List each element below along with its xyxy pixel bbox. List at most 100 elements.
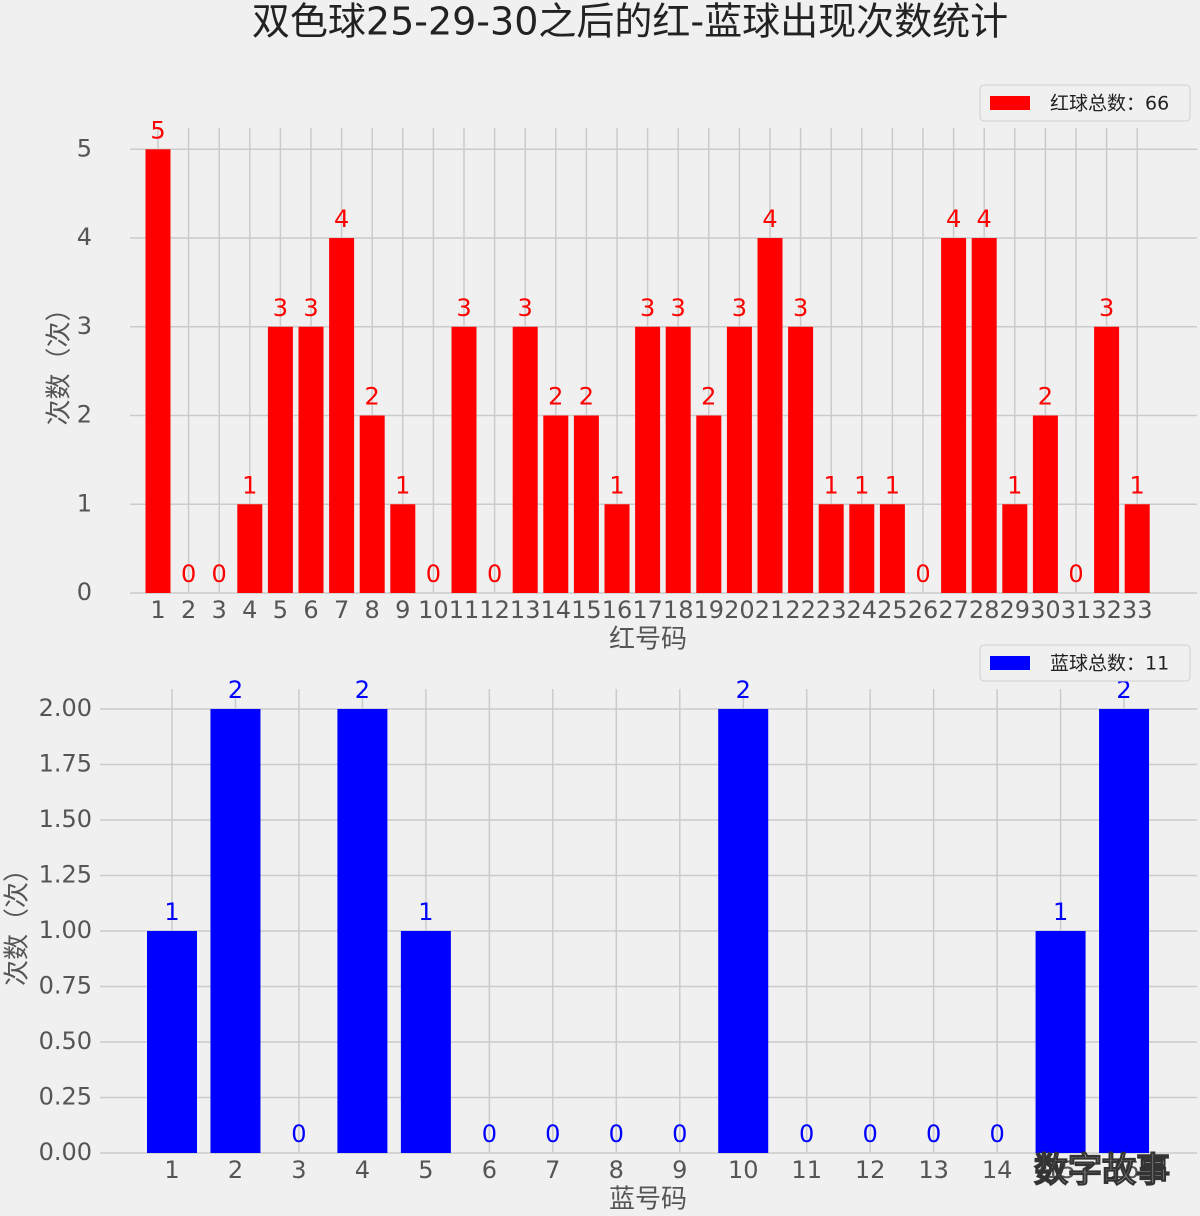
- bar: [512, 326, 538, 593]
- x-tick-label: 6: [303, 596, 318, 624]
- bar: [1094, 326, 1120, 593]
- value-label: 3: [518, 294, 533, 322]
- x-axis-label: 红号码: [609, 625, 687, 655]
- value-label: 1: [1130, 471, 1145, 499]
- bar: [1032, 415, 1058, 593]
- x-tick-label: 2: [228, 1156, 243, 1184]
- y-tick-label: 3: [77, 312, 92, 340]
- bar: [604, 504, 630, 593]
- bar: [1124, 504, 1150, 593]
- x-tick-label: 13: [510, 596, 541, 624]
- x-tick-label: 32: [1091, 596, 1122, 624]
- value-label: 2: [228, 676, 243, 704]
- bar: [451, 326, 477, 593]
- value-label: 0: [212, 560, 227, 588]
- y-tick-label: 0.00: [39, 1138, 92, 1166]
- x-tick-label: 4: [242, 596, 257, 624]
- y-tick-label: 0.75: [39, 971, 92, 999]
- figure-title: 双色球25-29-30之后的红-蓝球出现次数统计: [252, 0, 1008, 44]
- bar: [879, 504, 905, 593]
- legend-label: 红球总数：66: [1050, 93, 1169, 115]
- value-label: 1: [395, 471, 410, 499]
- x-tick-label: 13: [918, 1156, 949, 1184]
- bar: [1035, 930, 1086, 1153]
- x-tick-label: 33: [1122, 596, 1153, 624]
- bar: [971, 238, 997, 594]
- value-label: 5: [150, 116, 165, 144]
- value-label: 3: [640, 294, 655, 322]
- value-label: 3: [303, 294, 318, 322]
- y-axis-label: 次数（次）: [45, 295, 75, 425]
- y-tick-label: 2.00: [39, 694, 92, 722]
- x-tick-label: 9: [672, 1156, 687, 1184]
- x-tick-label: 22: [785, 596, 816, 624]
- bar: [337, 708, 388, 1153]
- x-tick-label: 17: [632, 596, 663, 624]
- bar: [665, 326, 691, 593]
- value-label: 2: [1038, 383, 1053, 411]
- bar: [718, 708, 769, 1153]
- y-tick-label: 4: [77, 223, 92, 251]
- bar: [359, 415, 385, 593]
- bar: [849, 504, 875, 593]
- x-tick-label: 3: [212, 596, 227, 624]
- value-label: 3: [671, 294, 686, 322]
- value-label: 0: [291, 1120, 306, 1148]
- value-label: 2: [355, 676, 370, 704]
- value-label: 0: [915, 560, 930, 588]
- x-tick-label: 24: [847, 596, 878, 624]
- y-tick-label: 0: [77, 578, 92, 606]
- value-label: 2: [579, 383, 594, 411]
- bar: [635, 326, 661, 593]
- bar: [298, 326, 324, 593]
- value-label: 1: [242, 471, 257, 499]
- x-axis-label: 蓝号码: [609, 1185, 687, 1215]
- x-tick-label: 20: [724, 596, 755, 624]
- value-label: 0: [545, 1120, 560, 1148]
- bar: [818, 504, 844, 593]
- x-tick-label: 18: [663, 596, 694, 624]
- x-tick-label: 5: [418, 1156, 433, 1184]
- x-tick-label: 14: [982, 1156, 1013, 1184]
- x-tick-label: 12: [479, 596, 510, 624]
- bar: [329, 238, 355, 594]
- value-label: 0: [426, 560, 441, 588]
- value-label: 1: [824, 471, 839, 499]
- value-label: 1: [854, 471, 869, 499]
- value-label: 0: [799, 1120, 814, 1148]
- x-tick-label: 21: [755, 596, 786, 624]
- value-label: 3: [456, 294, 471, 322]
- x-tick-label: 10: [418, 596, 449, 624]
- x-tick-label: 10: [728, 1156, 759, 1184]
- bar: [726, 326, 752, 593]
- value-label: 0: [672, 1120, 687, 1148]
- x-tick-label: 23: [816, 596, 847, 624]
- value-label: 0: [863, 1120, 878, 1148]
- x-tick-label: 2: [181, 596, 196, 624]
- value-label: 4: [762, 205, 777, 233]
- value-label: 0: [181, 560, 196, 588]
- bar: [145, 149, 171, 593]
- value-label: 3: [273, 294, 288, 322]
- x-tick-label: 4: [355, 1156, 370, 1184]
- bar: [757, 238, 783, 594]
- value-label: 4: [334, 205, 349, 233]
- value-label: 1: [418, 898, 433, 926]
- bar: [1099, 708, 1150, 1153]
- legend-label: 蓝球总数：11: [1050, 653, 1169, 675]
- bar: [390, 504, 416, 593]
- x-tick-label: 25: [877, 596, 908, 624]
- x-tick-label: 6: [482, 1156, 497, 1184]
- value-label: 2: [701, 383, 716, 411]
- bar: [941, 238, 967, 594]
- y-tick-label: 0.25: [39, 1082, 92, 1110]
- value-label: 2: [365, 383, 380, 411]
- legend-swatch: [990, 656, 1030, 670]
- x-tick-label: 28: [969, 596, 1000, 624]
- legend-box: [979, 84, 1191, 122]
- x-tick-label: 8: [365, 596, 380, 624]
- y-tick-label: 1: [77, 489, 92, 517]
- value-label: 1: [885, 471, 900, 499]
